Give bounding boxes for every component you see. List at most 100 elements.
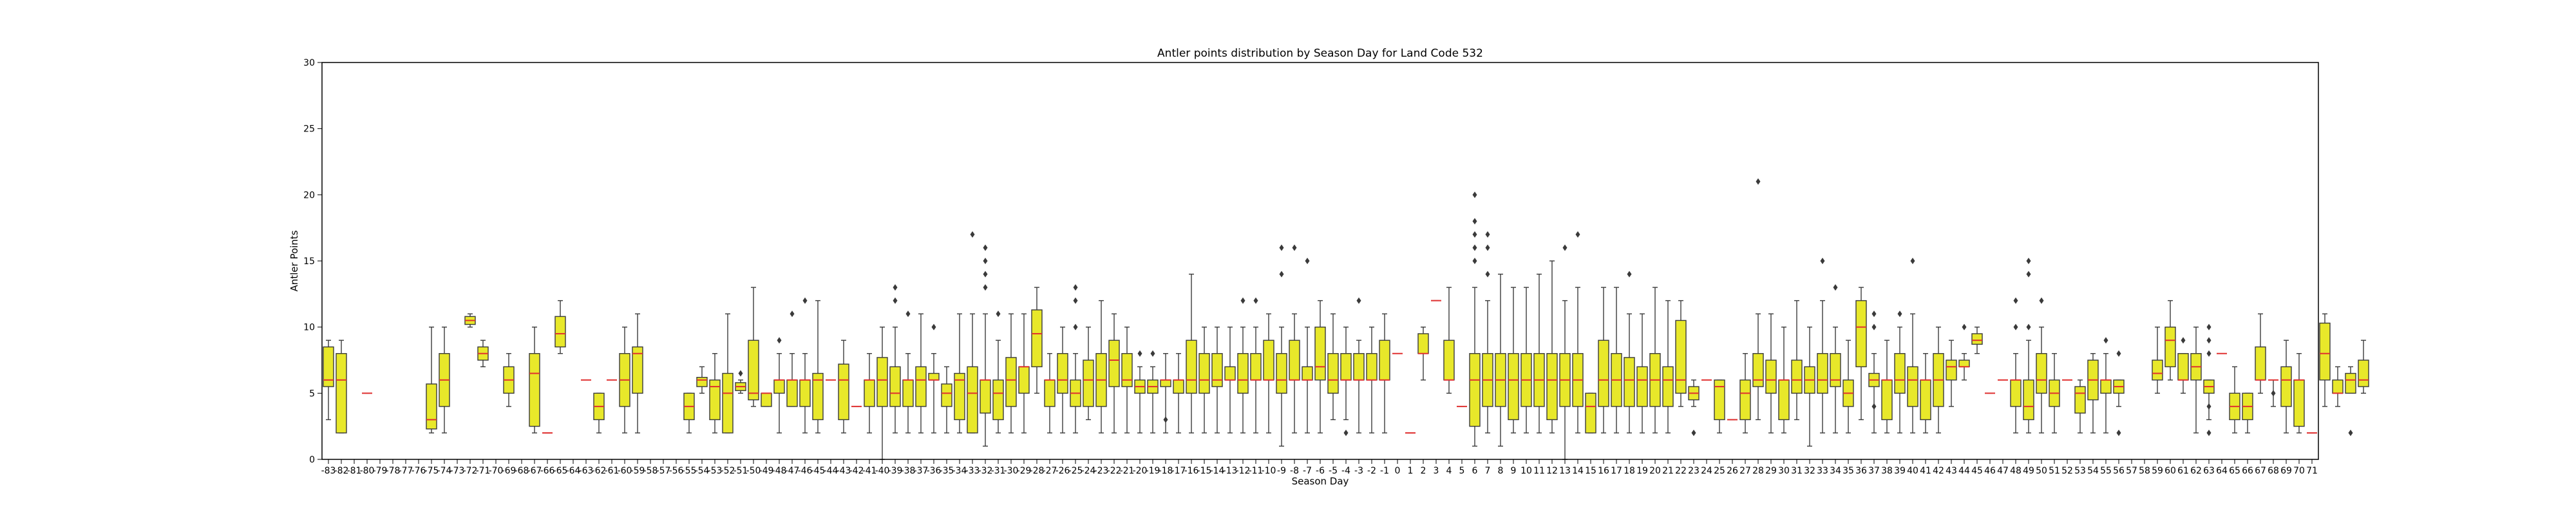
x-tick-label: 21 xyxy=(1662,466,1674,476)
box-iqr xyxy=(864,379,875,407)
x-tick-label: 27 xyxy=(1739,466,1751,476)
x-tick-label: -64 xyxy=(566,466,581,476)
box-iqr xyxy=(1894,353,1906,394)
x-tick-label: 14 xyxy=(1572,466,1584,476)
box-iqr xyxy=(2023,379,2034,421)
x-tick-label: 19 xyxy=(1636,466,1648,476)
outlier-point xyxy=(1833,284,1838,291)
x-tick-label: -32 xyxy=(978,466,993,476)
x-tick-label: -5 xyxy=(1329,466,1338,476)
outlier-point xyxy=(1485,231,1490,238)
box-18 xyxy=(1624,271,1635,434)
x-tick-label: 54 xyxy=(2087,466,2099,476)
outlier-point xyxy=(1485,271,1490,278)
x-tick-label: 44 xyxy=(1958,466,1970,476)
box-iqr xyxy=(1546,353,1558,421)
x-tick-label: -18 xyxy=(1159,466,1173,476)
box--14 xyxy=(1211,326,1223,434)
box-41 xyxy=(1920,353,1931,434)
outlier-point xyxy=(1871,323,1877,331)
x-tick-label: -28 xyxy=(1030,466,1045,476)
box-20 xyxy=(1649,287,1661,434)
x-tick-label: 3 xyxy=(1434,466,1439,476)
outlier-point xyxy=(790,311,795,318)
box-45 xyxy=(1971,326,1983,354)
box-iqr xyxy=(748,340,759,401)
box-iqr xyxy=(889,366,901,407)
box-iqr xyxy=(554,316,566,348)
box-19 xyxy=(1636,313,1648,434)
x-tick-label: -74 xyxy=(437,466,452,476)
x-tick-label: -30 xyxy=(1004,466,1019,476)
box-iqr xyxy=(2280,366,2292,407)
box-iqr xyxy=(1739,379,1751,421)
box-iqr xyxy=(632,346,643,394)
x-tick-label: -22 xyxy=(1107,466,1122,476)
box-56 xyxy=(2113,350,2125,436)
box--30 xyxy=(1005,313,1017,434)
box-iqr xyxy=(1160,379,1171,387)
box--24 xyxy=(1083,326,1094,421)
x-tick-label: -40 xyxy=(875,466,890,476)
x-tick-label: -31 xyxy=(991,466,1006,476)
outlier-point xyxy=(1627,271,1632,278)
x-tick-label: 26 xyxy=(1727,466,1738,476)
box--54 xyxy=(696,366,708,394)
box--38 xyxy=(902,311,914,434)
box-68 xyxy=(2268,379,2278,407)
outlier-point xyxy=(893,297,898,304)
box-iqr xyxy=(722,372,734,434)
x-axis: -83-82-81-80-79-78-77-76-75-74-73-72-71-… xyxy=(321,459,2318,476)
x-tick-label: -70 xyxy=(489,466,504,476)
x-tick-label: 10 xyxy=(1520,466,1532,476)
box--43 xyxy=(838,340,849,434)
box-iqr xyxy=(2332,379,2344,394)
outlier-point xyxy=(1253,297,1258,304)
box--26 xyxy=(1057,326,1068,434)
box-iqr xyxy=(1031,309,1043,367)
x-tick-label: 53 xyxy=(2074,466,2086,476)
outlier-point xyxy=(931,323,936,331)
box-iqr xyxy=(1083,360,1094,407)
box-iqr xyxy=(1817,353,1828,394)
box-35 xyxy=(1842,340,1854,434)
box--13 xyxy=(1224,326,1236,434)
box-29 xyxy=(1765,313,1777,434)
y-tick-label: 0 xyxy=(309,455,315,465)
box-17 xyxy=(1611,287,1622,434)
x-tick-label: -83 xyxy=(321,466,336,476)
box--82 xyxy=(336,340,347,434)
box-iqr xyxy=(1224,366,1236,381)
box--62 xyxy=(593,392,605,434)
box-iqr xyxy=(1662,366,1674,407)
x-tick-label: -81 xyxy=(347,466,362,476)
box-iqr xyxy=(799,379,811,407)
box-iqr xyxy=(1314,326,1326,381)
box-iqr xyxy=(1714,379,1725,421)
x-tick-label: 48 xyxy=(2010,466,2022,476)
box-22 xyxy=(1675,300,1687,407)
box-51 xyxy=(2049,353,2060,434)
x-tick-label: -3 xyxy=(1354,466,1363,476)
x-tick-label: -13 xyxy=(1223,466,1238,476)
x-tick-label: -65 xyxy=(553,466,568,476)
x-tick-label: -46 xyxy=(798,466,813,476)
box--33 xyxy=(967,231,978,434)
box--49 xyxy=(761,392,772,407)
box--12 xyxy=(1237,297,1249,434)
x-tick-label: 20 xyxy=(1649,466,1661,476)
box--47 xyxy=(786,311,798,407)
box-33 xyxy=(1817,258,1828,434)
x-tick-label: -1 xyxy=(1380,466,1389,476)
box-9 xyxy=(1508,287,1519,434)
outlier-point xyxy=(2039,297,2044,304)
x-tick-label: -6 xyxy=(1316,466,1325,476)
box-iqr xyxy=(2100,379,2112,394)
box-iqr xyxy=(2358,360,2369,387)
outlier-point xyxy=(1472,218,1477,225)
x-tick-label: -7 xyxy=(1303,466,1312,476)
x-tick-label: 69 xyxy=(2280,466,2292,476)
outlier-point xyxy=(802,297,808,304)
x-tick-label: 49 xyxy=(2023,466,2034,476)
x-tick-label: 47 xyxy=(1997,466,2009,476)
